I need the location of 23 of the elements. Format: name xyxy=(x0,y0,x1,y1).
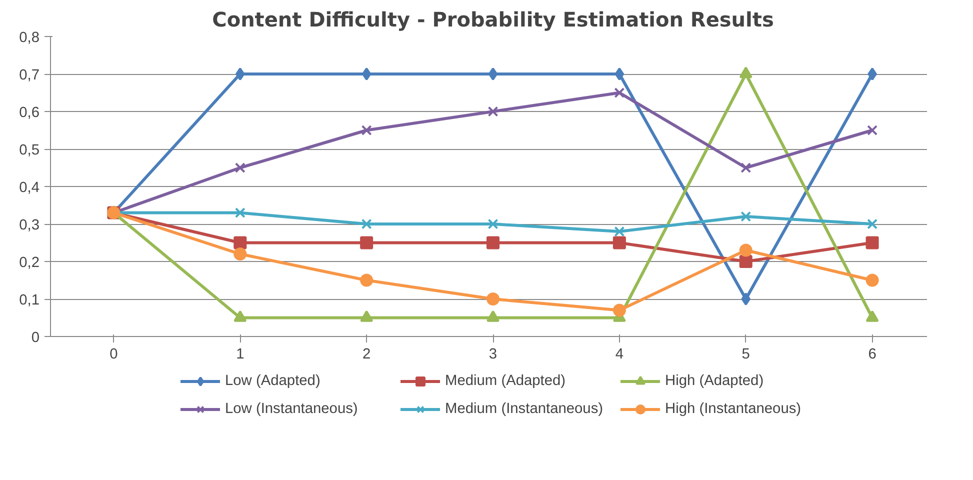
legend-label: Low (Instantaneous) xyxy=(225,401,359,417)
y-tick-label: 0,5 xyxy=(19,142,40,158)
x-tick-label: 5 xyxy=(742,346,750,362)
x-tick-label: 1 xyxy=(236,346,244,362)
y-tick-label: 0,6 xyxy=(19,105,40,121)
legend-label: High (Adapted) xyxy=(665,373,765,389)
y-tick-label: 0 xyxy=(31,330,40,346)
legend-label: High (Instantaneous) xyxy=(665,401,802,417)
y-tick-label: 0,2 xyxy=(19,255,40,271)
legend-label: Medium (Adapted) xyxy=(445,373,567,389)
legend-label: Low (Adapted) xyxy=(225,373,322,389)
x-tick-label: 2 xyxy=(362,346,371,362)
y-tick-label: 0,8 xyxy=(19,30,40,46)
legend-label: Medium (Instantaneous) xyxy=(445,401,604,417)
chart-title: Content Difficulty - Probability Estimation Results xyxy=(212,8,774,32)
x-tick-label: 3 xyxy=(488,346,498,362)
x-tick-label: 0 xyxy=(110,346,118,362)
x-tick-label: 4 xyxy=(615,346,624,362)
y-tick-label: 0,3 xyxy=(19,218,40,234)
y-tick-label: 0,1 xyxy=(19,292,40,308)
x-tick-label: 6 xyxy=(868,346,876,362)
y-tick-label: 0,7 xyxy=(19,68,40,84)
y-tick-label: 0,4 xyxy=(19,180,40,196)
